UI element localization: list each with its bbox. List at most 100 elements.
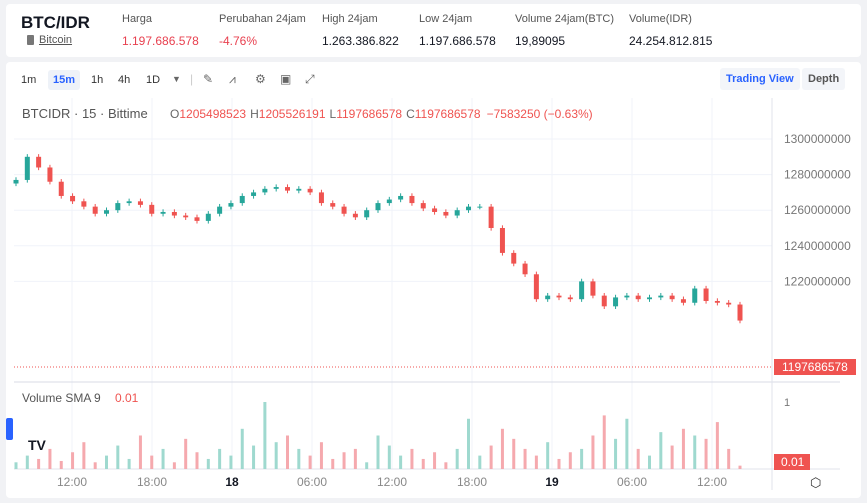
candle bbox=[579, 281, 585, 300]
price-axis-tick: 1280000000 bbox=[784, 168, 851, 182]
volume-bar bbox=[681, 428, 685, 469]
candle bbox=[669, 295, 675, 300]
divider: | bbox=[190, 72, 194, 86]
candle bbox=[680, 299, 686, 303]
time-axis-tick: 18:00 bbox=[137, 475, 167, 489]
time-axis-tick: 06:00 bbox=[617, 475, 647, 489]
save-icon[interactable]: ▣ bbox=[280, 72, 292, 86]
coin-link[interactable]: Bitcoin bbox=[39, 34, 73, 46]
candle bbox=[590, 281, 596, 296]
candle bbox=[658, 295, 664, 298]
candle bbox=[556, 295, 562, 298]
coin-icon bbox=[27, 35, 34, 45]
stat-low: Low 24jam 1.197.686.578 bbox=[419, 13, 496, 48]
volume-bar bbox=[218, 448, 222, 469]
time-axis-tick: 12:00 bbox=[377, 475, 407, 489]
chevron-down-icon[interactable]: ▼ bbox=[172, 74, 181, 84]
volume-bar bbox=[738, 465, 742, 469]
interval-1d[interactable]: 1D bbox=[146, 74, 161, 86]
interval-1h[interactable]: 1h bbox=[91, 74, 104, 86]
chart-settings-icon[interactable]: ⬡ bbox=[810, 475, 821, 490]
candle bbox=[477, 206, 483, 208]
time-axis-tick: 18:00 bbox=[457, 475, 487, 489]
volume-bar bbox=[602, 415, 606, 469]
candle bbox=[511, 252, 517, 264]
volume-bar bbox=[127, 458, 131, 469]
fullscreen-icon[interactable]: ⤢ bbox=[305, 72, 315, 86]
volume-bar bbox=[444, 462, 448, 469]
candle bbox=[273, 187, 279, 189]
candle bbox=[13, 179, 19, 184]
pair-title: BTC/IDR bbox=[21, 13, 90, 32]
volume-bar bbox=[421, 458, 425, 469]
interval-4h[interactable]: 4h bbox=[118, 74, 131, 86]
volume-legend-label: Volume SMA 9 bbox=[22, 391, 101, 405]
time-axis-tick: 12:00 bbox=[697, 475, 727, 489]
volume-bar bbox=[433, 452, 437, 469]
volume-bar bbox=[105, 455, 108, 469]
candle bbox=[171, 211, 177, 216]
volume-bar bbox=[500, 428, 504, 469]
candle bbox=[386, 199, 392, 204]
candle bbox=[126, 201, 132, 204]
volume-bar bbox=[116, 445, 120, 469]
candle bbox=[420, 203, 426, 209]
last-price-badge bbox=[774, 359, 856, 375]
volume-bar bbox=[399, 455, 403, 469]
volume-bar bbox=[512, 438, 516, 469]
candle bbox=[228, 203, 234, 207]
pencil-icon[interactable]: ✎ bbox=[203, 72, 214, 86]
candle bbox=[330, 203, 336, 207]
time-axis-tick: 12:00 bbox=[57, 475, 87, 489]
candle bbox=[296, 188, 302, 191]
candle bbox=[533, 274, 539, 300]
volume-bar bbox=[161, 448, 165, 469]
side-panel-toggle[interactable] bbox=[6, 418, 13, 440]
candle bbox=[262, 188, 268, 193]
volume-bar bbox=[331, 458, 335, 469]
volume-bar bbox=[274, 442, 278, 469]
stat-high: High 24jam 1.263.386.822 bbox=[322, 13, 399, 48]
indicator-icon[interactable]: ⩘ bbox=[229, 72, 236, 86]
interval-1m[interactable]: 1m bbox=[21, 74, 37, 86]
volume-bar bbox=[523, 448, 527, 469]
volume-axis-tick: 1 bbox=[784, 397, 790, 409]
stat-price: Harga 1.197.686.578 bbox=[122, 13, 199, 48]
volume-bar bbox=[195, 452, 199, 469]
candle bbox=[137, 201, 143, 205]
candle bbox=[217, 206, 223, 214]
candle bbox=[36, 156, 42, 168]
depth-button[interactable]: Depth bbox=[802, 68, 846, 90]
volume-legend-value: 0.01 bbox=[115, 391, 139, 405]
trading-view-button[interactable]: Trading View bbox=[720, 68, 800, 90]
candle bbox=[285, 187, 290, 191]
price-axis-tick: 1240000000 bbox=[784, 239, 851, 253]
candle bbox=[624, 295, 630, 298]
candle bbox=[647, 297, 652, 300]
candle bbox=[522, 263, 528, 275]
candle bbox=[104, 210, 109, 214]
candle bbox=[318, 192, 324, 204]
volume-bar bbox=[715, 422, 719, 469]
volume-bar bbox=[614, 438, 618, 469]
candle bbox=[466, 206, 471, 211]
volume-bar bbox=[25, 455, 29, 469]
volume-bar bbox=[206, 458, 210, 469]
volume-bar bbox=[455, 448, 459, 469]
tradingview-logo-icon: TV bbox=[28, 437, 47, 453]
volume-bar bbox=[580, 448, 584, 469]
candle bbox=[432, 208, 438, 212]
volume-bar bbox=[138, 435, 142, 469]
gear-icon[interactable]: ⚙ bbox=[255, 72, 266, 86]
candle bbox=[488, 206, 494, 228]
candle bbox=[375, 203, 381, 211]
stat-volume-idr: Volume(IDR) 24.254.812.815 bbox=[629, 13, 713, 48]
volume-bar bbox=[37, 458, 41, 469]
interval-15m[interactable]: 15m bbox=[48, 70, 81, 90]
volume-bar bbox=[308, 455, 312, 469]
candle bbox=[409, 195, 415, 204]
time-axis-tick: 18 bbox=[225, 475, 239, 489]
candle bbox=[499, 228, 505, 253]
candle bbox=[545, 295, 551, 300]
